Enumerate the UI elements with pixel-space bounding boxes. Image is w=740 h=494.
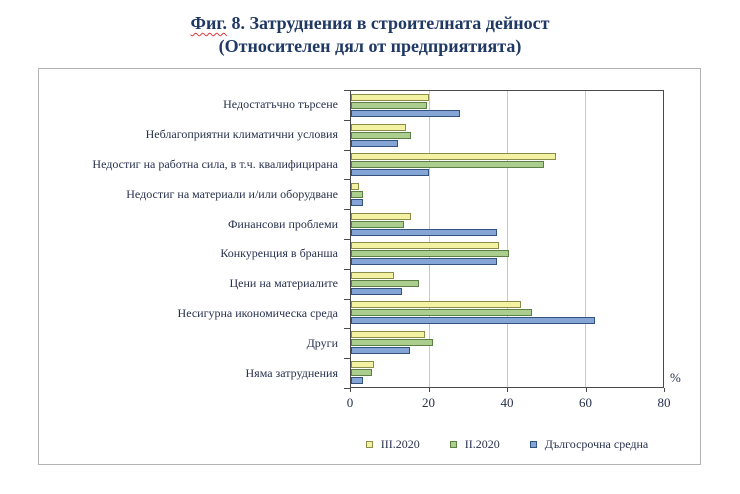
y-axis-tick bbox=[344, 388, 350, 389]
bar-iii-2020 bbox=[351, 242, 500, 250]
gridline bbox=[585, 91, 586, 387]
legend-swatch bbox=[449, 441, 457, 448]
bar-row bbox=[351, 298, 663, 328]
bar-iii-2020 bbox=[351, 271, 394, 279]
bar-- bbox=[351, 287, 402, 295]
bar-row bbox=[351, 269, 663, 299]
figure-box: Недостатъчно търсене Неблагоприятни клима… bbox=[38, 68, 701, 465]
x-axis-tick bbox=[664, 388, 665, 392]
bar-iii-2020 bbox=[351, 212, 412, 220]
legend-swatch bbox=[365, 441, 373, 448]
x-axis-tick bbox=[585, 388, 587, 392]
bar-- bbox=[351, 347, 410, 355]
legend-item: III.2020 bbox=[365, 437, 420, 452]
legend-item: II.2020 bbox=[449, 437, 500, 452]
gridline bbox=[429, 91, 430, 387]
y-axis-tick bbox=[344, 268, 350, 270]
figure-title-line1: Фиг. 8. Затруднения в строителната дейно… bbox=[0, 12, 740, 35]
bar-row bbox=[351, 91, 663, 121]
bar-iii-2020 bbox=[351, 331, 426, 339]
bar-ii-2020 bbox=[351, 131, 412, 139]
legend-item: Дългосрочна средна bbox=[529, 437, 649, 452]
bar-- bbox=[351, 199, 363, 207]
bar-iii-2020 bbox=[351, 153, 556, 161]
bar-ii-2020 bbox=[351, 279, 420, 287]
category-label: Неблагоприятни климатични условия bbox=[145, 127, 338, 142]
category-label: Недостиг на материали и/или оборудване bbox=[126, 186, 338, 201]
x-tick-label: 80 bbox=[657, 395, 671, 410]
x-tick-label: 40 bbox=[500, 395, 514, 410]
bar-ii-2020 bbox=[351, 102, 428, 110]
axis-unit-label: % bbox=[670, 370, 681, 385]
category-label: Недостатъчно търсене bbox=[223, 97, 338, 112]
y-axis-tick bbox=[344, 209, 350, 211]
y-axis-tick bbox=[344, 119, 350, 121]
bar-iii-2020 bbox=[351, 301, 521, 309]
legend-label: Дългосрочна средна bbox=[544, 437, 649, 451]
gridline bbox=[507, 91, 508, 387]
category-label: Няма затруднения bbox=[245, 365, 338, 380]
bar-row bbox=[351, 150, 663, 180]
y-axis-tick bbox=[344, 298, 350, 300]
bar-iii-2020 bbox=[351, 94, 429, 102]
bar-iii-2020 bbox=[351, 123, 406, 131]
category-label: Несигурна икономическа среда bbox=[177, 305, 338, 320]
bar-- bbox=[351, 139, 398, 147]
bar-row bbox=[351, 357, 663, 387]
bar-ii-2020 bbox=[351, 339, 433, 347]
bar-iii-2020 bbox=[351, 360, 375, 368]
category-label: Други bbox=[306, 335, 338, 350]
x-axis-labels: 0 20 40 60 80 bbox=[346, 395, 671, 411]
y-axis-tick bbox=[344, 239, 350, 240]
bar-- bbox=[351, 169, 429, 177]
bar-row bbox=[351, 328, 663, 358]
legend-swatch bbox=[529, 441, 537, 448]
figure-subtitle: (Относителен дял от предприятията) bbox=[218, 36, 522, 56]
x-tick-label: 60 bbox=[579, 395, 592, 410]
bar-ii-2020 bbox=[351, 250, 509, 258]
bar-- bbox=[351, 228, 498, 236]
bar-row bbox=[351, 209, 663, 239]
legend-label: II.2020 bbox=[464, 437, 500, 451]
category-label: Недостиг на работна сила, в т.ч. квалифи… bbox=[92, 156, 338, 171]
category-label: Цени на материалите bbox=[229, 276, 338, 291]
bar-- bbox=[351, 317, 595, 325]
bar-ii-2020 bbox=[351, 161, 545, 169]
bar-ii-2020 bbox=[351, 220, 404, 228]
bar-ii-2020 bbox=[351, 368, 373, 376]
y-axis-tick bbox=[344, 90, 350, 91]
x-axis-tick bbox=[350, 388, 351, 392]
y-axis-tick bbox=[344, 358, 350, 360]
bar-- bbox=[351, 376, 363, 384]
bar-- bbox=[351, 258, 498, 266]
bar-iii-2020 bbox=[351, 183, 359, 191]
category-label: Конкуренция в бранша bbox=[220, 246, 338, 261]
bar-- bbox=[351, 110, 461, 118]
bar-ii-2020 bbox=[351, 191, 363, 199]
figure-label: Фиг. bbox=[190, 13, 228, 33]
figure-title: Фиг. 8. Затруднения в строителната дейно… bbox=[0, 12, 740, 58]
plot-inner bbox=[351, 91, 663, 387]
category-labels: Недостатъчно търсене Неблагоприятни клима… bbox=[39, 90, 344, 388]
x-tick-label: 20 bbox=[422, 395, 435, 410]
x-tick-label: 0 bbox=[346, 395, 354, 410]
legend: III.2020 II.2020 Дългосрочна средна bbox=[340, 437, 674, 452]
figure-title-text: 8. Затруднения в строителната дейност bbox=[227, 13, 550, 33]
y-axis-tick bbox=[344, 328, 350, 330]
bar-row bbox=[351, 121, 663, 151]
y-axis-tick bbox=[344, 149, 350, 151]
legend-label: III.2020 bbox=[380, 437, 420, 451]
x-axis-tick bbox=[428, 388, 430, 392]
x-axis-tick bbox=[507, 388, 508, 392]
category-label: Финансови проблеми bbox=[227, 216, 338, 231]
bar-row bbox=[351, 239, 663, 269]
bar-row bbox=[351, 180, 663, 210]
plot-area bbox=[350, 90, 664, 388]
bar-ii-2020 bbox=[351, 309, 533, 317]
y-axis-tick bbox=[344, 179, 350, 181]
